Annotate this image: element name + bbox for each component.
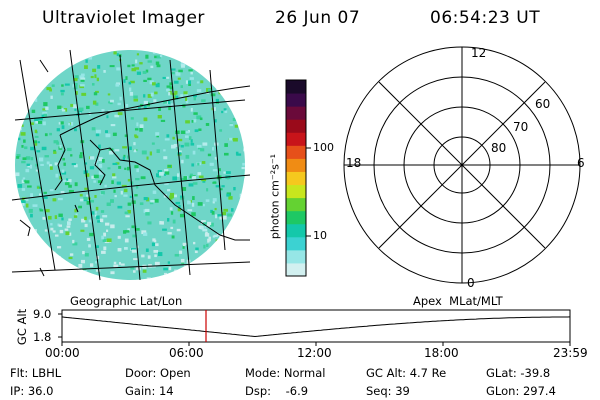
colorbar-band [286, 132, 306, 146]
info-glat: GLat: -39.8 [486, 366, 551, 380]
mlt-label-6: 6 [577, 156, 585, 170]
lat-label-80: 80 [491, 141, 507, 155]
info-flight-filter: Flt: LBHL [10, 366, 62, 380]
image-date: 26 Jun 07 [275, 8, 361, 28]
info-glon: GLon: 297.4 [486, 384, 556, 398]
altitude-curve [61, 316, 571, 338]
info-gain: Gain: 14 [125, 384, 174, 398]
mlt-label-18: 18 [346, 156, 362, 170]
colorbar [285, 79, 311, 277]
timeline-y-tick-1-8: 1.8 [33, 330, 52, 344]
timeline-left-caption: Geographic Lat/Lon [70, 294, 183, 308]
colorbar-band [286, 249, 306, 264]
info-dsp: Dsp: -6.9 [245, 384, 309, 398]
colorbar-band [286, 145, 306, 159]
colorbar-band [286, 184, 306, 199]
colorbar-band [286, 80, 306, 94]
info-door: Door: Open [125, 366, 191, 380]
timeline-x-tick: 23:59 [553, 346, 588, 360]
colorbar-band [286, 210, 306, 225]
timeline-x-tick: 06:00 [169, 346, 204, 360]
colorbar-band [286, 158, 306, 172]
colorbar-band [286, 119, 306, 133]
info-seq: Seq: 39 [366, 384, 410, 398]
altitude-timeline [58, 309, 571, 346]
colorbar-band [286, 93, 306, 107]
lat-label-70: 70 [513, 120, 529, 134]
colorbar-tick-100: 100 [313, 141, 334, 154]
polar-plot [343, 46, 581, 284]
info-gc-alt: GC Alt: 4.7 Re [366, 366, 447, 380]
timeline-axis-label: GC Alt [15, 308, 29, 346]
colorbar-unit-label: photon cm⁻²s⁻¹ [268, 153, 282, 240]
colorbar-band [286, 171, 306, 186]
info-ip: IP: 36.0 [10, 384, 54, 398]
image-time: 06:54:23 UT [430, 8, 541, 28]
colorbar-band [286, 236, 306, 251]
timeline-x-tick: 00:00 [45, 346, 80, 360]
timeline-y-tick-9: 9.0 [33, 307, 52, 321]
coastline [19, 59, 251, 277]
mlt-label-0: 0 [467, 276, 475, 290]
instrument-title: Ultraviolet Imager [42, 8, 205, 28]
geographic-image [11, 49, 251, 281]
mlt-label-12: 12 [471, 46, 487, 60]
colorbar-tick-10: 10 [313, 229, 327, 242]
colorbar-band [286, 197, 306, 212]
info-mode: Mode: Normal [245, 366, 326, 380]
timeline-x-tick: 12:00 [297, 346, 332, 360]
timeline-x-tick: 18:00 [424, 346, 459, 360]
timeline-right-caption: Apex MLat/MLT [413, 294, 503, 308]
colorbar-band [286, 262, 306, 277]
geographic-grid [11, 49, 251, 281]
colorbar-band [286, 106, 306, 120]
lat-label-60: 60 [535, 97, 551, 111]
colorbar-band [286, 223, 306, 238]
